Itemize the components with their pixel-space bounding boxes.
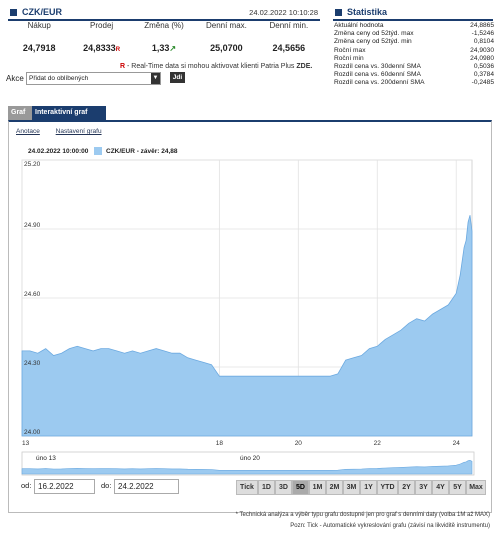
range-button-4y[interactable]: 4Y <box>432 480 449 495</box>
quote-table: Nákup Prodej Změna (%) Denní max. Denní … <box>8 21 320 53</box>
stat-row: Změna ceny od 52týd. max -1,5246 <box>334 30 494 38</box>
akce-select[interactable]: Přidat do oblíbených ▼ <box>26 72 161 85</box>
footnote-1: * Technická analýza a výběr typu grafu d… <box>235 512 490 518</box>
stat-value: 24,0980 <box>470 54 494 62</box>
stat-value: -0,2485 <box>471 79 494 87</box>
stat-row: Roční max 24,9030 <box>334 47 494 55</box>
value-denni-min: 24,5656 <box>272 43 306 53</box>
stat-value: 0,5036 <box>473 62 494 70</box>
footnote-2: Pozn: Tick - Automatické vykreslování gr… <box>290 523 490 529</box>
stat-row: Rozdíl cena vs. 60denní SMA 0,3784 <box>334 71 494 79</box>
tab-interaktivni-graf[interactable]: Interaktivní graf <box>32 106 106 120</box>
legend-date: 24.02.2022 10:00:00 <box>28 148 89 155</box>
chart-links: Anotace Nastavení grafu <box>16 128 116 135</box>
stat-value: 0,8104 <box>473 38 494 46</box>
stat-label: Rozdíl cena vs. 60denní SMA <box>334 71 421 79</box>
header-nakup: Nákup <box>27 21 51 30</box>
navigator-label-1: úno 13 <box>36 455 56 462</box>
akce-select-value: Přidat do oblíbených <box>29 75 89 82</box>
stat-label: Změna ceny od 52týd. min <box>334 38 412 46</box>
value-prodej-cell: 24,8333R <box>70 43 132 53</box>
range-button-2y[interactable]: 2Y <box>398 480 415 495</box>
from-label: od: <box>21 481 32 490</box>
link-anotace[interactable]: Anotace <box>16 128 40 135</box>
range-button-2m[interactable]: 2M <box>326 480 343 495</box>
panel-square-icon <box>10 9 17 16</box>
from-date-input[interactable]: 16.2.2022 <box>34 479 95 494</box>
to-label: do: <box>101 481 112 490</box>
value-nakup: 24,7918 <box>22 43 56 53</box>
header-zmena: Změna (%) <box>144 21 184 30</box>
stat-value: 24,9030 <box>470 46 494 54</box>
stats-title: Statistika <box>347 7 388 17</box>
quote-panel-header: CZK/EUR 24.02.2022 10:10:28 <box>8 6 320 21</box>
realtime-link[interactable]: ZDE. <box>296 63 313 70</box>
legend-series[interactable]: CZK/EUR - závěr: 24,88 <box>106 148 178 155</box>
chevron-down-icon: ▼ <box>151 73 160 84</box>
arrow-up-icon: ↗ <box>169 44 177 53</box>
header-denni-min: Denní min. <box>269 21 309 30</box>
stat-label: Roční min <box>334 54 364 62</box>
stat-label: Rozdíl cena vs. 30denní SMA <box>334 62 421 70</box>
range-button-1m[interactable]: 1M <box>309 480 326 495</box>
link-nastaveni-grafu[interactable]: Nastavení grafu <box>55 128 102 135</box>
range-button-3d[interactable]: 3D <box>275 480 292 495</box>
stat-row: Rozdíl cena vs. 30denní SMA 0,5036 <box>334 63 494 71</box>
value-zmena: 1,33 <box>151 43 170 53</box>
realtime-flag: R <box>115 47 121 53</box>
stat-value: -1,5246 <box>471 30 494 38</box>
stat-label: Rozdíl cena vs. 200denní SMA <box>334 79 425 87</box>
akce-label: Akce <box>6 74 24 83</box>
stats-panel-header: Statistika <box>333 6 493 21</box>
instrument-title: CZK/EUR <box>22 7 62 17</box>
stat-row: Roční min 24,0980 <box>334 55 494 63</box>
stat-value: 24,8865 <box>470 22 494 29</box>
range-button-max[interactable]: Max <box>466 480 486 495</box>
tab-graf[interactable]: Graf <box>8 106 34 120</box>
panel-square-icon <box>335 9 342 16</box>
go-button[interactable]: Jdi <box>170 72 185 83</box>
realtime-note-text: - Real-Time data si mohou aktivovat klie… <box>125 63 297 70</box>
stat-label: Změna ceny od 52týd. max <box>334 30 414 38</box>
range-button-1d[interactable]: 1D <box>258 480 275 495</box>
legend-swatch <box>94 147 102 155</box>
to-date-input[interactable]: 24.2.2022 <box>114 479 179 494</box>
quote-datetime: 24.02.2022 10:10:28 <box>249 8 318 17</box>
header-denni-max: Denní max. <box>205 21 247 30</box>
stat-row: Rozdíl cena vs. 200denní SMA -0,2485 <box>334 79 494 87</box>
value-denni-max: 25,0700 <box>210 43 243 53</box>
header-prodej: Prodej <box>90 21 114 30</box>
stat-value: 0,3784 <box>473 71 494 79</box>
navigator-label-2: úno 20 <box>240 455 260 462</box>
range-button-1y[interactable]: 1Y <box>360 480 377 495</box>
range-button-3m[interactable]: 3M <box>343 480 360 495</box>
range-button-tick[interactable]: Tick <box>236 480 258 495</box>
realtime-note-flag: R <box>120 63 126 70</box>
stats-list: Aktuální hodnota 24,8865 Změna ceny od 52t… <box>334 22 494 88</box>
value-zmena-cell: 1,33↗ <box>133 43 195 53</box>
stat-row: Aktuální hodnota 24,8865 <box>334 22 494 30</box>
stat-row: Změna ceny od 52týd. min 0,8104 <box>334 38 494 46</box>
stat-label: Roční max <box>334 46 366 54</box>
stat-label: Aktuální hodnota <box>334 22 384 29</box>
value-prodej: 24,8333 <box>83 43 116 53</box>
range-button-5d[interactable]: 5D <box>292 480 309 495</box>
realtime-note: R - Real-Time data si mohou aktivovat kl… <box>120 63 312 70</box>
chart-frame <box>8 120 492 513</box>
range-button-ytd[interactable]: YTD <box>377 480 398 495</box>
range-button-3y[interactable]: 3Y <box>415 480 432 495</box>
range-button-5y[interactable]: 5Y <box>449 480 466 495</box>
